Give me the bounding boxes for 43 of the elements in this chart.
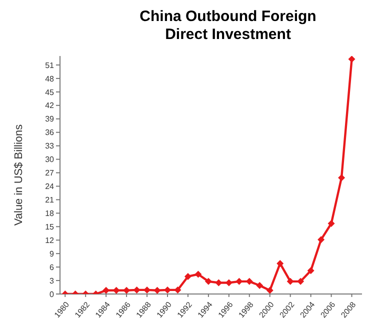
y-tick-label: 18 xyxy=(45,209,55,218)
y-axis-title: Value in US$ Billions xyxy=(12,124,25,226)
point xyxy=(194,270,202,278)
point xyxy=(123,286,130,294)
point xyxy=(266,286,274,294)
y-tick-label: 27 xyxy=(45,168,55,178)
point xyxy=(236,278,243,285)
y-tick-label: 6 xyxy=(50,262,55,272)
point xyxy=(215,279,222,286)
y-tick-label: 39 xyxy=(45,114,55,124)
y-tick-label: 42 xyxy=(45,101,55,110)
point xyxy=(246,278,253,285)
y-tick-label: 15 xyxy=(45,222,55,232)
y-tick-label: 30 xyxy=(45,155,55,164)
point xyxy=(174,286,182,294)
point xyxy=(348,56,356,63)
y-tick-label: 33 xyxy=(45,142,55,151)
point xyxy=(154,286,161,294)
y-tick-label: 12 xyxy=(45,236,55,245)
point xyxy=(204,278,212,285)
point xyxy=(102,286,110,294)
y-tick-label: 21 xyxy=(45,196,55,205)
y-tick-label: 3 xyxy=(50,276,55,286)
point xyxy=(256,282,264,289)
y-tick-label: 9 xyxy=(50,249,55,258)
point xyxy=(276,260,284,267)
y-tick-label: 24 xyxy=(45,182,55,192)
y-tick-label: 51 xyxy=(45,60,55,70)
point xyxy=(112,286,120,294)
point xyxy=(225,279,232,286)
chart-title: China Outbound Foreign Direct Investment xyxy=(138,8,318,44)
point xyxy=(328,220,335,227)
point xyxy=(133,286,140,294)
y-tick-label: 36 xyxy=(45,128,55,138)
point xyxy=(338,174,346,182)
y-tick-label: 0 xyxy=(50,290,55,299)
y-tick-label: 45 xyxy=(45,88,55,97)
point xyxy=(286,278,294,285)
point xyxy=(297,278,304,285)
point xyxy=(307,267,314,274)
point xyxy=(184,272,192,280)
point xyxy=(318,236,325,244)
y-tick-label: 48 xyxy=(45,74,55,84)
